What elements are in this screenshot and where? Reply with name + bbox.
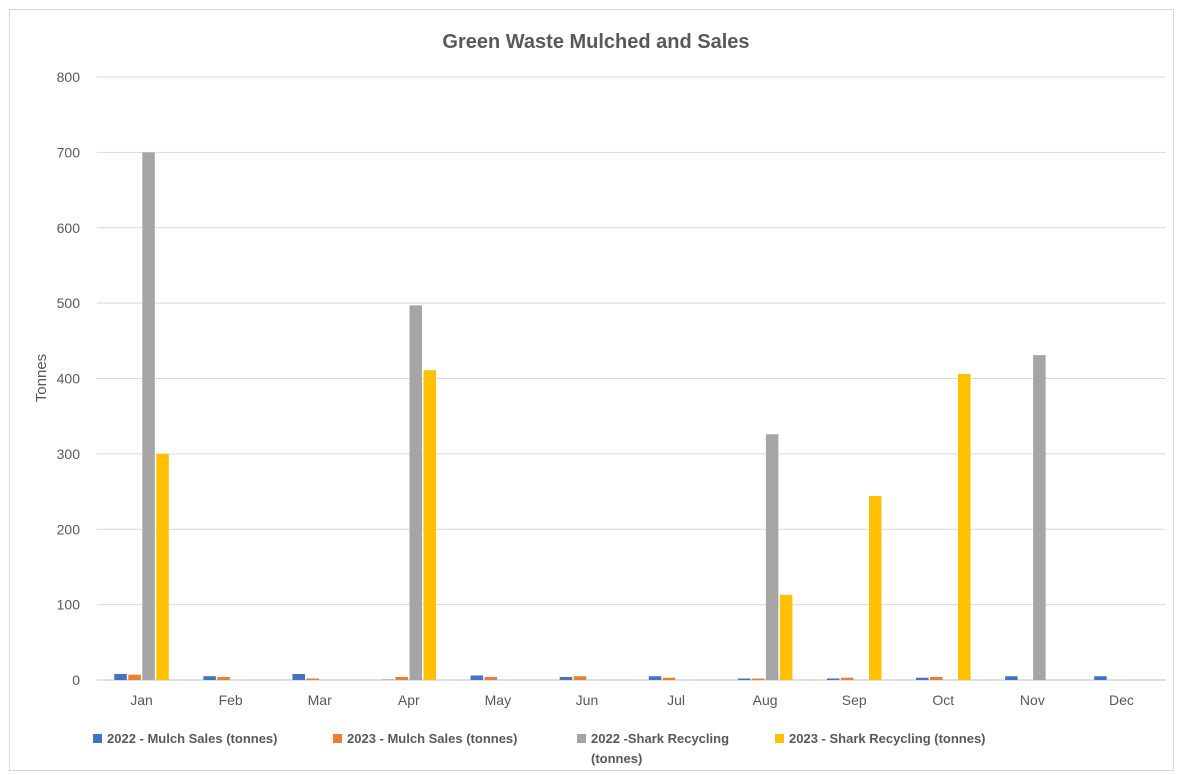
x-tick-label: Jul (667, 692, 685, 708)
y-tick-label: 0 (72, 672, 80, 688)
x-tick-label: Jun (576, 692, 599, 708)
x-tick-label: Apr (398, 692, 420, 708)
legend-swatch (775, 734, 784, 743)
y-tick-label: 700 (57, 144, 81, 160)
y-tick-label: 300 (57, 446, 81, 462)
legend-label: 2022 - Mulch Sales (tonnes) (107, 731, 278, 746)
y-tick-label: 200 (57, 521, 81, 537)
legend-label: 2022 -Shark Recycling (591, 731, 729, 746)
legend-label: 2023 - Shark Recycling (tonnes) (789, 731, 986, 746)
bar-2022-mulch-sales-tonnes-sep (826, 678, 840, 680)
bar-2022-mulch-sales-tonnes-jun (559, 676, 573, 680)
bar-2023-shark-recycling-tonnes-oct (958, 373, 971, 680)
x-tick-label: Dec (1109, 692, 1134, 708)
bar-2022-mulch-sales-tonnes-aug (737, 678, 751, 680)
x-tick-label: Sep (842, 692, 867, 708)
legend: 2022 - Mulch Sales (tonnes) 2023 - Mulch … (93, 731, 986, 766)
bar-2022-shark-recycling-tonnes-jan (142, 152, 155, 680)
bar-2023-mulch-sales-tonnes-sep (840, 677, 854, 680)
x-tick-label: Jan (130, 692, 153, 708)
bar-2023-mulch-sales-tonnes-jun (573, 676, 587, 680)
bar-2022-mulch-sales-tonnes-mar (292, 673, 305, 680)
y-tick-label: 100 (57, 597, 81, 613)
bar-2022-mulch-sales-tonnes-dec (1094, 676, 1107, 680)
bar-2022-mulch-sales-tonnes-feb (203, 676, 216, 680)
y-axis-label: Tonnes (33, 354, 50, 402)
x-tick-label: Nov (1020, 692, 1045, 708)
x-tick-label: Oct (932, 692, 954, 708)
bar-2022-mulch-sales-tonnes-nov (1005, 676, 1018, 680)
x-tick-label: May (485, 692, 511, 708)
bar-2023-mulch-sales-tonnes-may (484, 676, 498, 680)
x-axis-ticks: Jan Feb Mar Apr May Jun Jul Aug Sep Oct Nov Dec (130, 692, 1134, 708)
bar-2022-shark-recycling-tonnes-apr (409, 305, 423, 680)
bar-2023-shark-recycling-tonnes-aug (779, 594, 793, 680)
bar-2022-mulch-sales-tonnes-oct (916, 677, 929, 680)
x-tick-label: Mar (308, 692, 332, 708)
bar-2023-mulch-sales-tonnes-feb (217, 676, 230, 680)
bar-2022-mulch-sales-tonnes-jan (114, 673, 127, 680)
bar-2023-mulch-sales-tonnes-oct (930, 676, 943, 680)
bar-2023-mulch-sales-tonnes-jul (662, 677, 676, 680)
y-tick-label: 500 (57, 295, 81, 311)
legend-swatch (577, 734, 586, 743)
x-tick-label: Aug (753, 692, 778, 708)
x-tick-label: Feb (219, 692, 243, 708)
y-tick-label: 400 (57, 371, 81, 387)
bar-2022-shark-recycling-tonnes-aug (765, 434, 779, 680)
gridlines (97, 76, 1166, 681)
legend-swatch (93, 734, 102, 743)
chart-title: Green Waste Mulched and Sales (442, 31, 749, 53)
bar-2023-mulch-sales-tonnes-apr (395, 676, 409, 680)
bar-2022-mulch-sales-tonnes-may (470, 675, 484, 680)
legend-swatch (333, 734, 342, 743)
legend-label: (tonnes) (591, 751, 642, 766)
y-tick-label: 800 (57, 69, 81, 85)
y-tick-label: 600 (57, 220, 81, 236)
bar-2023-mulch-sales-tonnes-jan (128, 674, 141, 680)
bar-2023-shark-recycling-tonnes-apr (423, 370, 437, 680)
chart-frame (9, 9, 1174, 771)
bar-2022-shark-recycling-tonnes-nov (1033, 355, 1046, 680)
bar-2023-mulch-sales-tonnes-mar (306, 678, 319, 680)
bars (114, 152, 1107, 680)
bar-2023-mulch-sales-tonnes-aug (751, 678, 765, 680)
bar-2022-mulch-sales-tonnes-jul (648, 676, 662, 680)
bar-2023-shark-recycling-tonnes-jan (156, 453, 169, 680)
legend-label: 2023 - Mulch Sales (tonnes) (347, 731, 518, 746)
y-axis-ticks: 0 100 200 300 400 500 600 700 800 (57, 69, 81, 688)
bar-2023-shark-recycling-tonnes-sep (868, 496, 882, 680)
